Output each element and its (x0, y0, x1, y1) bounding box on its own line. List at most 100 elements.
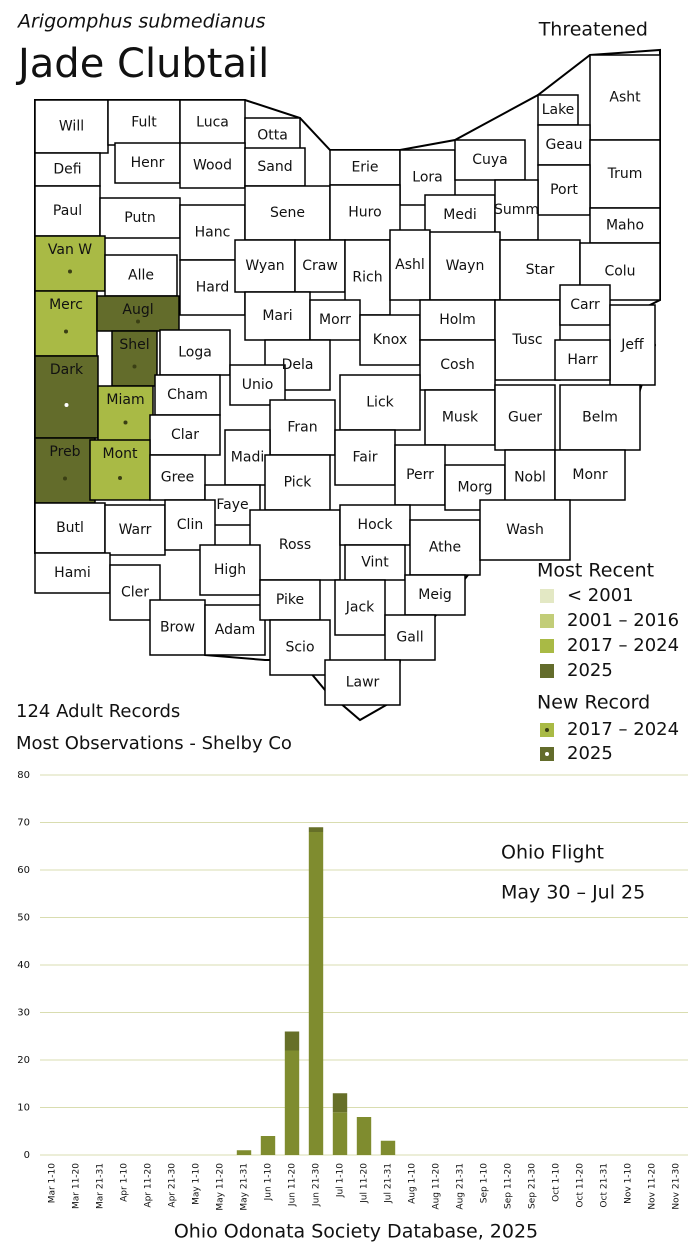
county-label: Alle (128, 268, 154, 284)
county (244, 147, 306, 187)
county-label: Star (526, 262, 555, 278)
county-label: Lick (366, 395, 394, 411)
county-label: Asht (609, 90, 641, 106)
county-label: Defi (53, 162, 81, 178)
x-tick-label: Sep 1-10 (480, 1163, 490, 1204)
common-name: Jade Clubtail (15, 41, 269, 87)
y-tick-label: 30 (17, 1008, 30, 1019)
county-label: Holm (439, 312, 476, 328)
county (34, 355, 99, 439)
county (419, 339, 496, 391)
summary: Most Observations - Shelby Co (16, 733, 292, 754)
x-tick-label: Jul 11-20 (360, 1163, 370, 1204)
county (424, 194, 496, 236)
county (589, 207, 661, 244)
county-label: Sand (257, 159, 292, 175)
county (384, 614, 436, 661)
county-label: Paul (53, 203, 82, 219)
county (494, 384, 556, 451)
county-label: Hanc (195, 225, 231, 241)
county-label: Summ (494, 202, 539, 218)
county (244, 291, 311, 341)
county-label: Athe (429, 540, 461, 556)
legend-label: < 2001 (567, 585, 634, 606)
county-label: Erie (351, 160, 378, 176)
x-tick-label: Sep 21-30 (528, 1163, 538, 1209)
county-label: Guer (508, 410, 542, 426)
county-label: Butl (56, 520, 84, 536)
county (34, 185, 101, 237)
county (494, 299, 561, 381)
county (559, 284, 611, 326)
county (34, 552, 111, 594)
county (309, 299, 361, 341)
county-label: Wash (506, 522, 544, 538)
county (554, 449, 626, 501)
legend-swatch (540, 589, 554, 603)
legend-label: 2017 – 2024 (567, 635, 679, 656)
county-label: Otta (257, 128, 288, 144)
county-label: Henr (131, 155, 165, 171)
county-label: Jeff (620, 337, 644, 353)
county-label: Pick (284, 475, 313, 491)
county-label: Brow (160, 620, 195, 636)
new-record-dot (118, 476, 122, 480)
county-label: Knox (373, 332, 407, 348)
y-tick-label: 60 (17, 865, 30, 876)
county (269, 399, 336, 456)
x-tick-label: Jul 1-10 (336, 1163, 346, 1198)
county (204, 604, 266, 656)
county (329, 184, 401, 241)
x-tick-label: Mar 21-31 (96, 1163, 106, 1209)
county-label: Faye (216, 497, 248, 513)
county (589, 54, 661, 141)
y-tick-label: 50 (17, 913, 30, 924)
county-label: Colu (604, 264, 635, 280)
county (269, 619, 331, 676)
county-label: Cham (167, 387, 208, 403)
x-tick-label: Aug 11-20 (432, 1163, 442, 1210)
legend-label: 2001 – 2016 (567, 610, 679, 631)
county-label: Loga (178, 345, 212, 361)
bar (332, 1093, 348, 1113)
county (34, 437, 96, 504)
county-label: Sene (270, 205, 305, 221)
county-label: Shel (119, 337, 149, 353)
x-tick-label: Oct 21-31 (600, 1163, 610, 1208)
annotation: Ohio Flight (501, 842, 604, 864)
legend-label: 2025 (567, 660, 613, 681)
new-record-dot (132, 364, 137, 369)
county-label: Port (550, 182, 578, 198)
county-label: Rich (352, 270, 382, 286)
county (179, 204, 246, 261)
county-label: Hard (196, 280, 230, 296)
x-tick-label: Sep 11-20 (504, 1163, 514, 1209)
legend-swatch (540, 614, 554, 628)
county (249, 509, 341, 581)
county-label: Morr (319, 312, 351, 328)
legend-swatch (540, 664, 554, 678)
status: Threatened (538, 19, 648, 41)
county-label: Clar (171, 427, 199, 443)
county-label: Carr (570, 297, 600, 313)
county-label: Dark (50, 362, 84, 378)
county-label: Lora (412, 170, 442, 186)
y-tick-label: 20 (17, 1055, 30, 1066)
county-label: Dela (282, 357, 314, 373)
county (479, 499, 571, 561)
county (537, 164, 591, 216)
county-label: Morg (457, 480, 492, 496)
x-tick-label: May 1-10 (192, 1163, 202, 1205)
new-record-dot (64, 403, 69, 407)
scientific-name: Arigomphus submedianus (16, 11, 266, 33)
x-tick-label: Apr 11-20 (144, 1163, 154, 1208)
x-tick-label: Apr 21-30 (168, 1163, 178, 1208)
county-label: Cuya (472, 152, 508, 168)
y-tick-label: 10 (17, 1103, 30, 1114)
county-label: Mari (262, 308, 292, 324)
bar (284, 1050, 300, 1155)
county-label: Ashl (395, 257, 425, 273)
bar (284, 1031, 300, 1051)
county-label: Clin (177, 517, 203, 533)
x-tick-label: Jul 21-31 (384, 1163, 394, 1204)
